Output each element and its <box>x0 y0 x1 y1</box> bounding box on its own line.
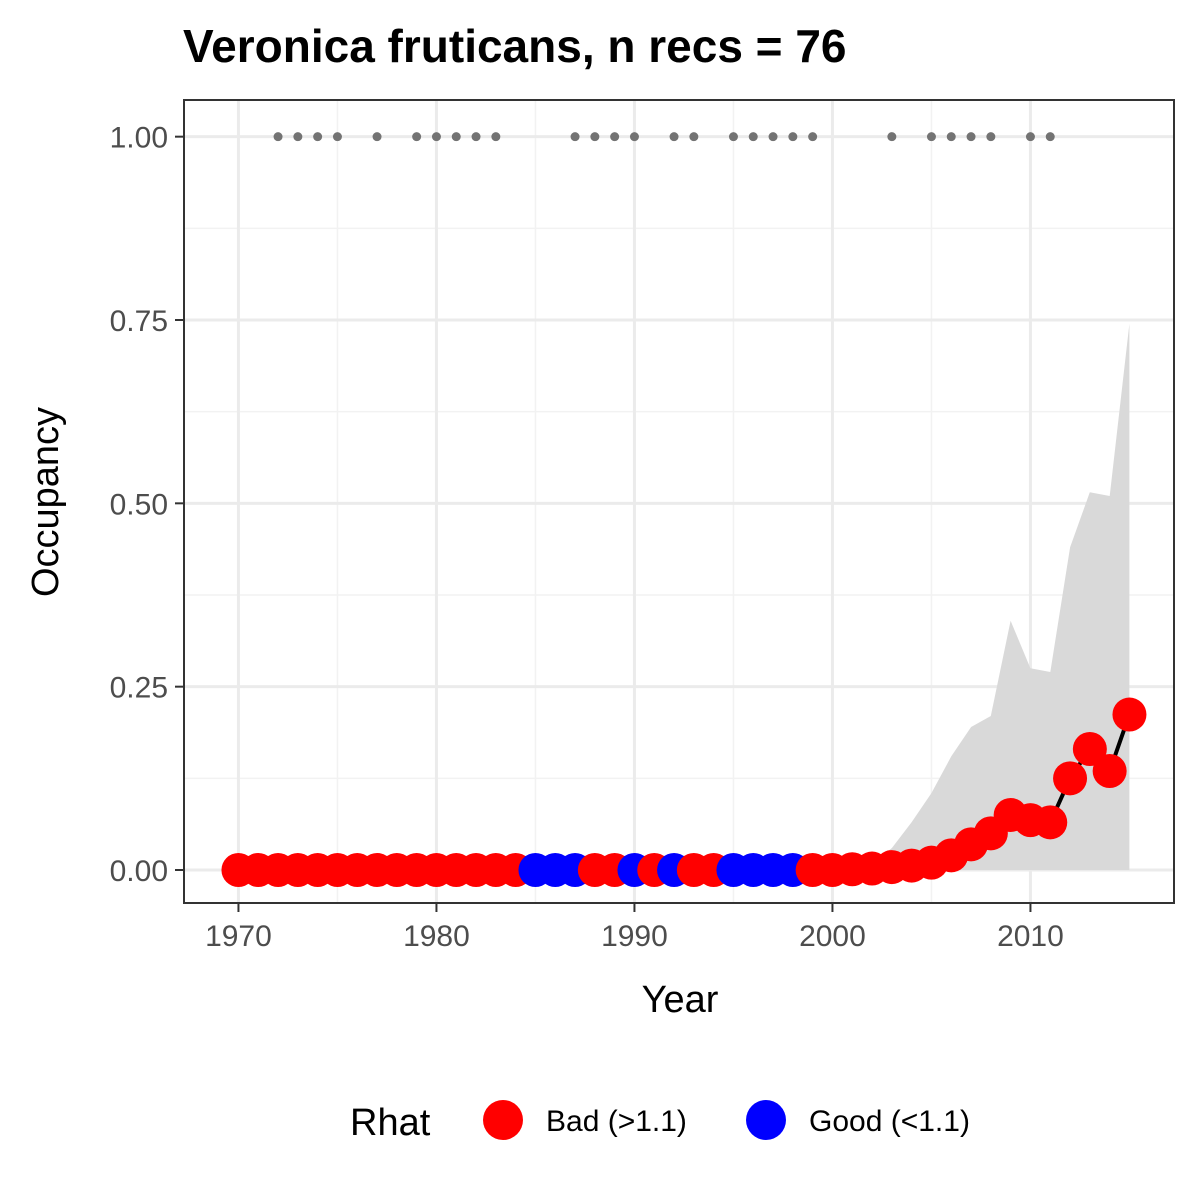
occupancy-point <box>1112 697 1147 732</box>
y-tick-label: 1.00 <box>110 122 168 155</box>
y-tick-label: 0.75 <box>110 305 168 338</box>
legend: Rhat Bad (>1.1) Good (<1.1) <box>350 1100 970 1144</box>
plot-area <box>184 100 1174 903</box>
x-axis-title: Year <box>642 979 719 1021</box>
occupancy-point <box>1072 732 1107 766</box>
record-point <box>887 132 897 142</box>
axes: 1970 1980 1990 2000 2010 0.00 0.25 0.50 0.75 1.00 <box>110 99 1175 953</box>
record-point <box>788 132 798 142</box>
record-point <box>332 132 342 142</box>
record-point <box>986 132 996 142</box>
confidence-ribbon <box>238 323 1130 870</box>
record-point <box>570 132 580 142</box>
x-tick-label: 1970 <box>205 920 272 953</box>
x-tick-label: 2010 <box>997 920 1064 953</box>
record-point <box>926 132 936 142</box>
occupancy-point <box>1033 805 1068 840</box>
y-tick-label: 0.25 <box>110 672 168 705</box>
record-point <box>431 132 441 142</box>
record-point <box>451 132 461 142</box>
record-point <box>590 132 600 142</box>
record-point <box>293 132 303 142</box>
x-tick-label: 2000 <box>799 920 866 953</box>
y-axis-title: Occupancy <box>25 407 67 597</box>
panel-border <box>183 99 1175 904</box>
record-point <box>313 132 323 142</box>
x-tick-label: 1990 <box>601 920 668 953</box>
legend-label: Good (<1.1) <box>809 1105 970 1138</box>
legend-key <box>746 1100 786 1140</box>
legend-key <box>483 1100 523 1140</box>
occupancy-point <box>1092 754 1127 788</box>
record-point <box>629 132 639 142</box>
record-point <box>748 132 758 142</box>
record-point <box>808 132 818 142</box>
record-point <box>689 132 699 142</box>
record-point <box>1045 132 1055 142</box>
record-point <box>728 132 738 142</box>
record-point <box>1025 132 1035 142</box>
occupancy-point <box>1053 761 1088 796</box>
record-point <box>412 132 422 142</box>
x-tick-label: 1980 <box>403 920 470 953</box>
chart-title: Veronica fruticans, n recs = 76 <box>183 20 847 72</box>
record-point <box>273 132 283 142</box>
record-point <box>669 132 679 142</box>
record-point <box>372 132 382 142</box>
record-point <box>471 132 481 142</box>
record-point <box>768 132 778 142</box>
record-point <box>610 132 620 142</box>
legend-title: Rhat <box>350 1102 431 1144</box>
y-tick-label: 0.00 <box>110 855 168 888</box>
y-tick-label: 0.50 <box>110 488 168 521</box>
record-point <box>966 132 976 142</box>
record-point <box>491 132 501 142</box>
record-point <box>946 132 956 142</box>
legend-label: Bad (>1.1) <box>546 1105 687 1138</box>
